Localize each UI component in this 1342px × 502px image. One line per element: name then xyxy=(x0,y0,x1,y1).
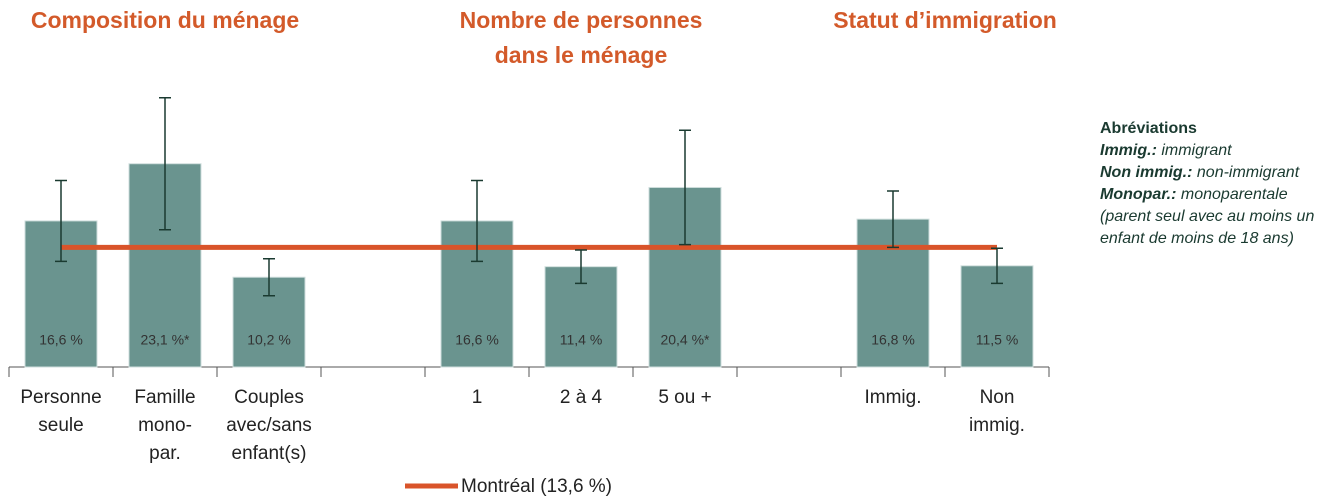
x-tick-label: enfant(s) xyxy=(232,443,307,464)
group-title: Nombre de personnes xyxy=(460,7,703,33)
error-bar xyxy=(679,129,691,246)
x-tick-label: Immig. xyxy=(865,387,922,408)
abbreviation-definition: immigrant xyxy=(1161,142,1232,159)
abbreviation-term: Monopar.: xyxy=(1100,186,1177,203)
abbreviation-term: Immig.: xyxy=(1100,142,1157,159)
abbreviation-definition: monoparentale (parent seul avec au moins… xyxy=(1100,186,1315,247)
value-label: 23,1 %* xyxy=(140,332,190,348)
abbreviations: Abréviations Immig.: immigrant Non immig.… xyxy=(1100,118,1330,250)
error-bar xyxy=(263,258,275,297)
value-label: 16,8 % xyxy=(871,332,915,348)
error-bar xyxy=(575,249,587,285)
x-tick-label: avec/sans xyxy=(226,415,312,436)
value-label: 11,4 % xyxy=(560,332,603,348)
value-label: 20,4 %* xyxy=(660,332,710,348)
x-tick-label: 5 ou + xyxy=(658,387,711,408)
x-tick-label: 1 xyxy=(472,387,483,408)
x-tick-label: Non xyxy=(980,387,1015,408)
error-bar xyxy=(55,179,67,263)
error-bar xyxy=(887,190,899,249)
value-label: 16,6 % xyxy=(455,332,499,348)
x-tick-label: Personne xyxy=(20,387,101,408)
x-tick-label: par. xyxy=(149,443,181,464)
x-tick-label: immig. xyxy=(969,415,1025,436)
x-tick-label: mono- xyxy=(138,415,192,436)
abbreviation: Immig.: immigrant xyxy=(1100,140,1330,162)
abbreviation-term: Non immig.: xyxy=(1100,164,1193,181)
abbreviation: Non immig.: non-immigrant xyxy=(1100,162,1330,184)
abbreviation-definition: non-immigrant xyxy=(1196,164,1300,181)
x-tick-label: Couples xyxy=(234,387,304,408)
value-label: 11,5 % xyxy=(976,332,1019,348)
abbreviation: Monopar.: monoparentale (parent seul ave… xyxy=(1100,184,1330,250)
error-bar xyxy=(991,247,1003,285)
x-tick-label: Famille xyxy=(134,387,195,408)
value-label: 16,6 % xyxy=(39,332,83,348)
group-title: dans le ménage xyxy=(495,42,668,68)
abbreviations-title: Abréviations xyxy=(1100,120,1197,137)
x-tick-label: 2 à 4 xyxy=(560,387,603,408)
x-tick-label: seule xyxy=(38,415,83,436)
value-label: 10,2 % xyxy=(247,332,291,348)
group-title: Statut d’immigration xyxy=(833,7,1057,33)
legend-label: Montréal (13,6 %) xyxy=(461,476,612,497)
error-bar xyxy=(159,96,171,231)
group-title: Composition du ménage xyxy=(31,7,299,33)
error-bar xyxy=(471,179,483,263)
